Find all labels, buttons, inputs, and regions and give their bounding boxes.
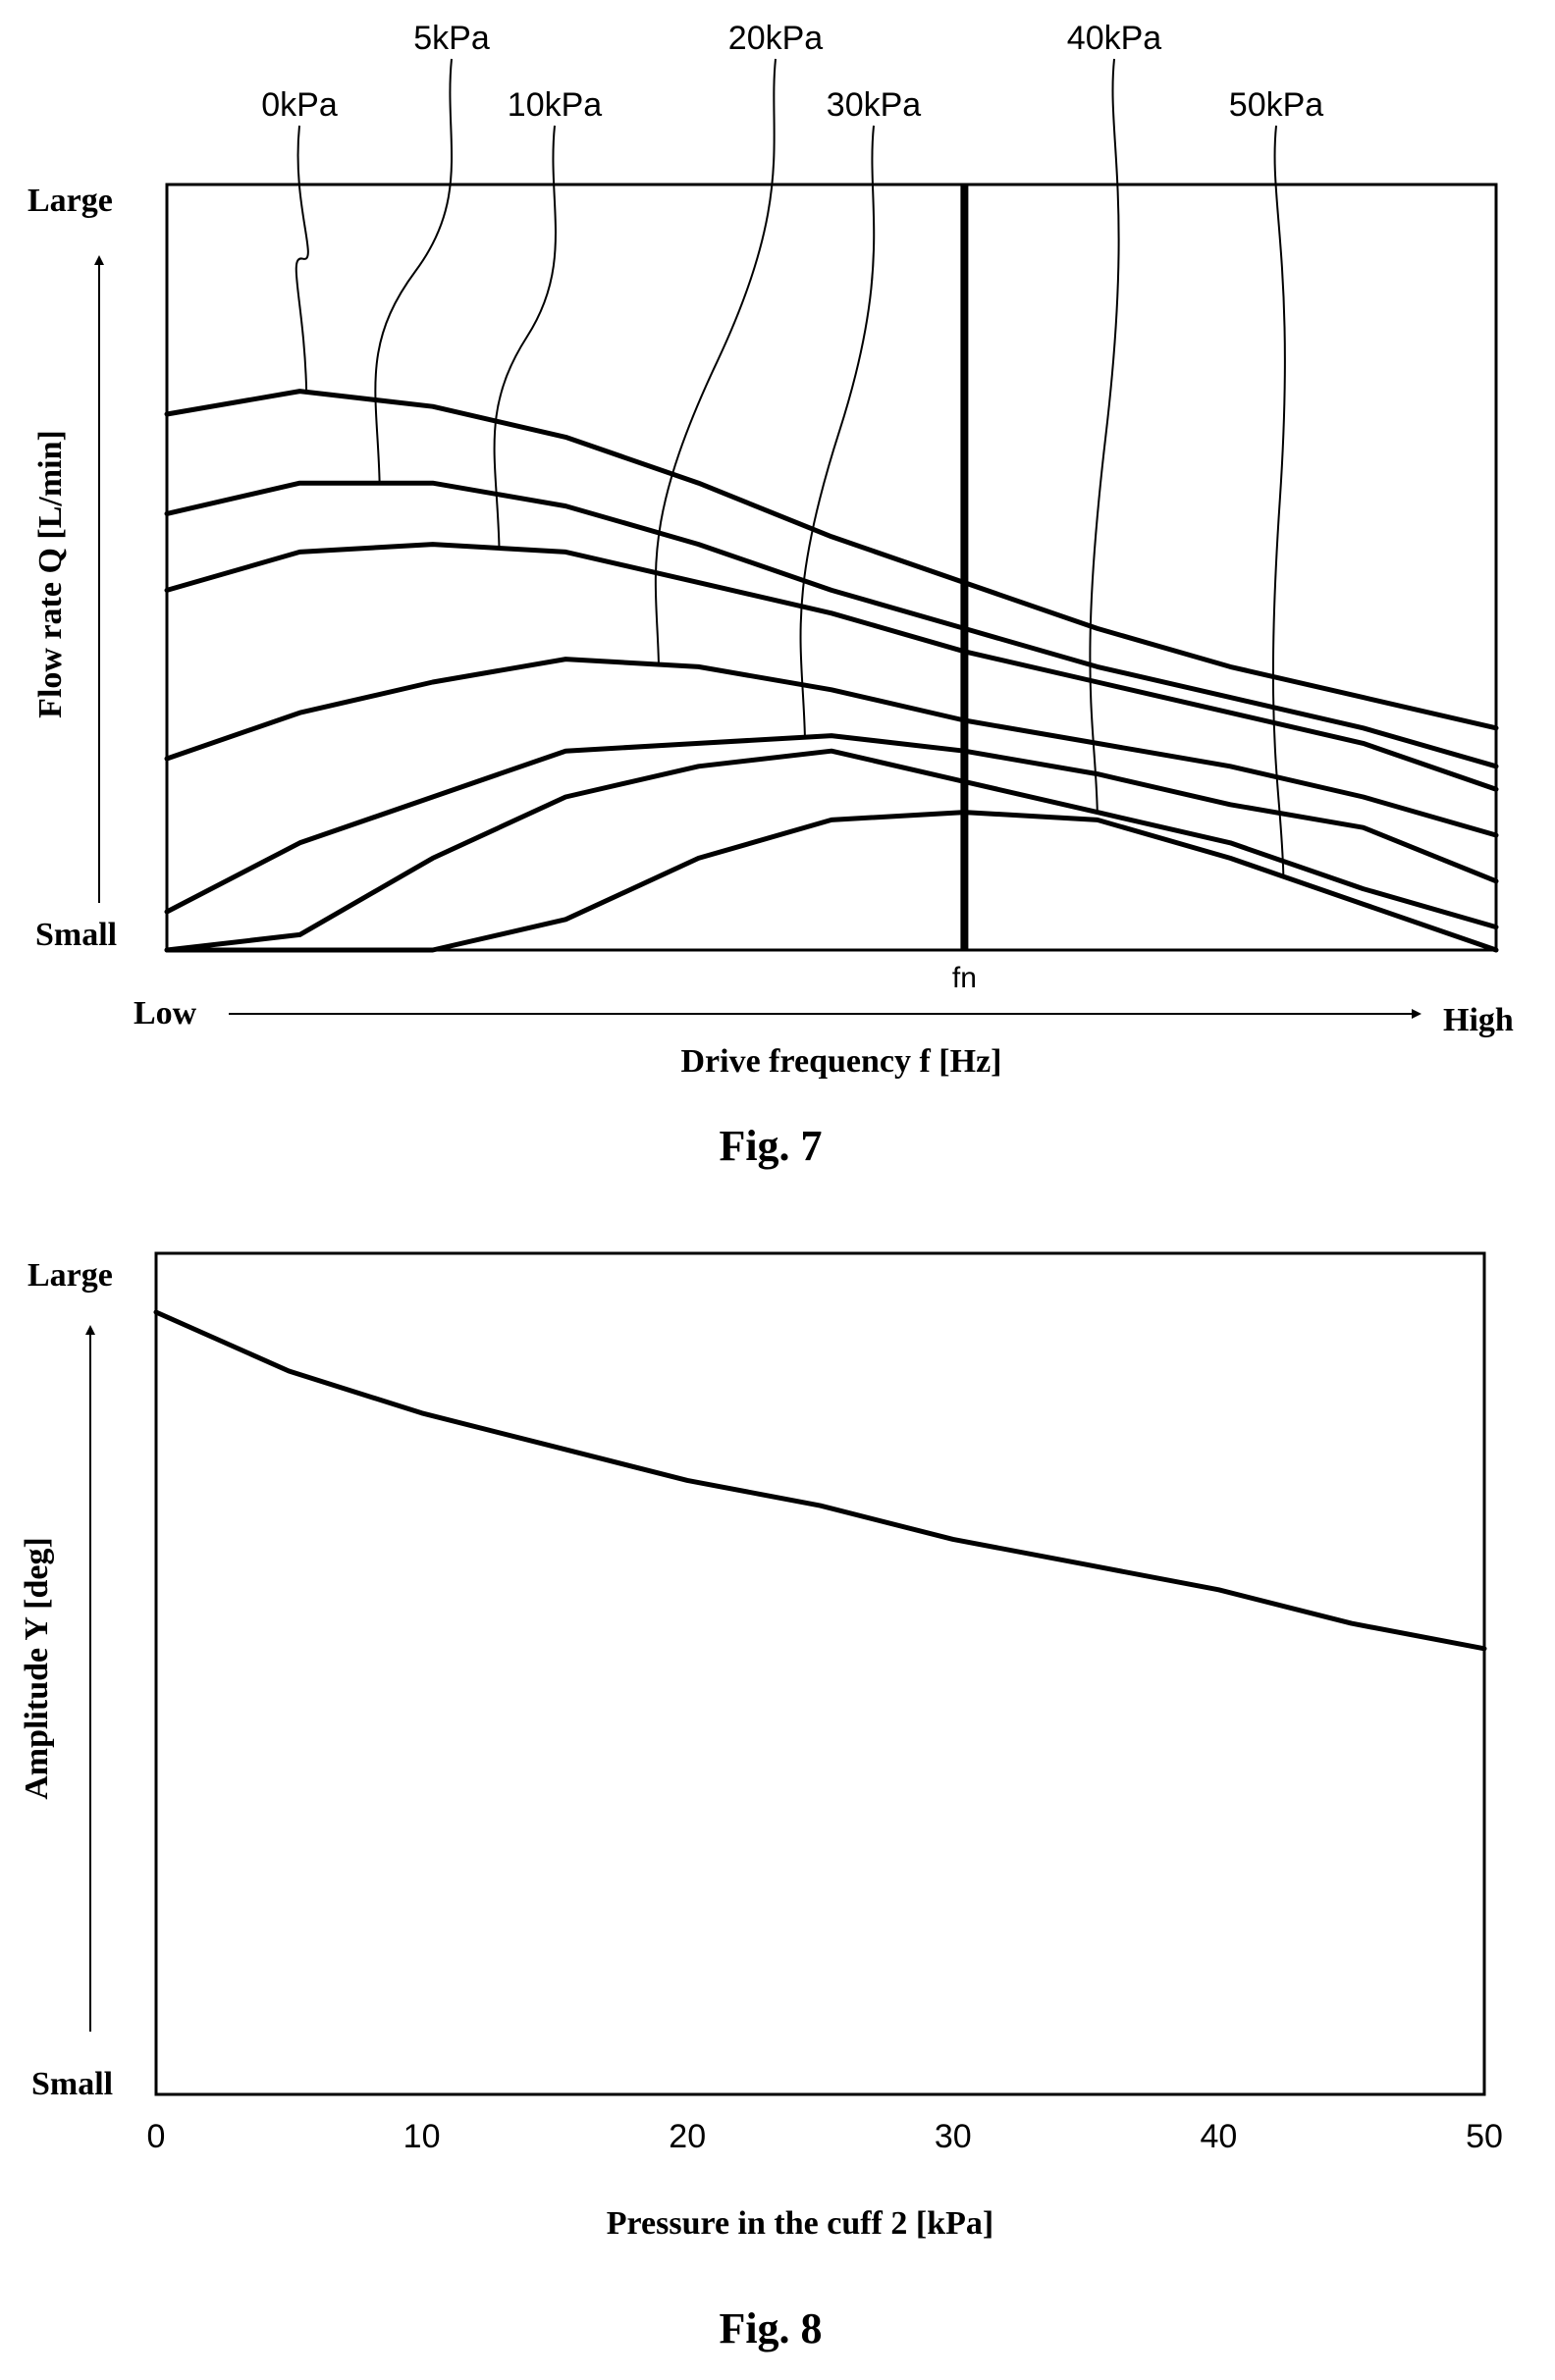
fig7-plot-frame (165, 183, 1498, 952)
fig8-x-tick-label-0: 0 (147, 2118, 166, 2155)
fig8-series-line (153, 1309, 1487, 1652)
fig7-caption: Fig. 7 (719, 1122, 822, 1170)
fig7-leader-line-6 (1271, 125, 1286, 877)
fig7-series-line-6 (164, 810, 1499, 953)
fig8-x-axis-label: Pressure in the cuff 2 [kPa] (607, 2205, 993, 2242)
fig7-series-line-0 (164, 389, 1499, 731)
fig7-leader-line-2 (493, 125, 557, 549)
fig8-y-top-label: Large (27, 1257, 113, 1294)
fig7-leader-line-5 (1089, 58, 1120, 813)
fig7-leader-line-1 (374, 58, 454, 484)
fig7-y-axis-label: Flow rate Q [L/min] (32, 430, 69, 718)
fig8-x-ticks: 0 10 20 30 40 50 (147, 2118, 1503, 2155)
fig7-leader-line-4 (799, 125, 876, 738)
fig7-y-bottom-label: Small (35, 917, 117, 953)
fig7-series-group (164, 389, 1499, 953)
fig7-series-line-5 (164, 748, 1499, 953)
fig8-y-bottom-label: Small (31, 2066, 113, 2102)
fig8-plot-frame (154, 1251, 1486, 2096)
fig7-leader-line-3 (654, 58, 777, 665)
fig8-y-axis-label: Amplitude Y [deg] (19, 1537, 55, 1800)
fig8-x-tick-label-2: 20 (669, 2118, 706, 2155)
fig7-series-line-1 (164, 480, 1499, 769)
fig7-y-top-label: Large (27, 183, 113, 219)
fig7-x-left-label: Low (134, 995, 197, 1031)
fig7-curve-label-2: 10kPa (508, 86, 602, 124)
fig7-curve-label-4: 30kPa (827, 86, 921, 124)
fig7-curve-label-1: 5kPa (413, 20, 490, 57)
fig8-x-tick-label-1: 10 (403, 2118, 441, 2155)
fig7-curve-label-6: 50kPa (1229, 86, 1323, 124)
fig7-leader-line-0 (295, 125, 309, 393)
fig8-x-tick-label-3: 30 (935, 2118, 972, 2155)
fig8-x-tick-label-5: 50 (1466, 2118, 1503, 2155)
fig7-curve-label-3: 20kPa (728, 20, 823, 57)
fig7-curve-label-5: 40kPa (1067, 20, 1161, 57)
fig8-x-tick-label-4: 40 (1200, 2118, 1237, 2155)
fig7-series-line-3 (164, 657, 1499, 838)
fig7-curve-label-0: 0kPa (261, 86, 338, 124)
fig8-chart: 0 10 20 30 40 50 Large Small Amplitude Y [deg… (19, 1251, 1503, 2353)
fig8-caption: Fig. 8 (719, 2304, 822, 2353)
fig7-x-axis-label: Drive frequency f [Hz] (681, 1043, 1002, 1080)
fig7-series-line-4 (164, 733, 1499, 915)
fig7-x-right-label: High (1443, 1002, 1514, 1038)
fig7-resonance-label: fn (952, 962, 977, 994)
